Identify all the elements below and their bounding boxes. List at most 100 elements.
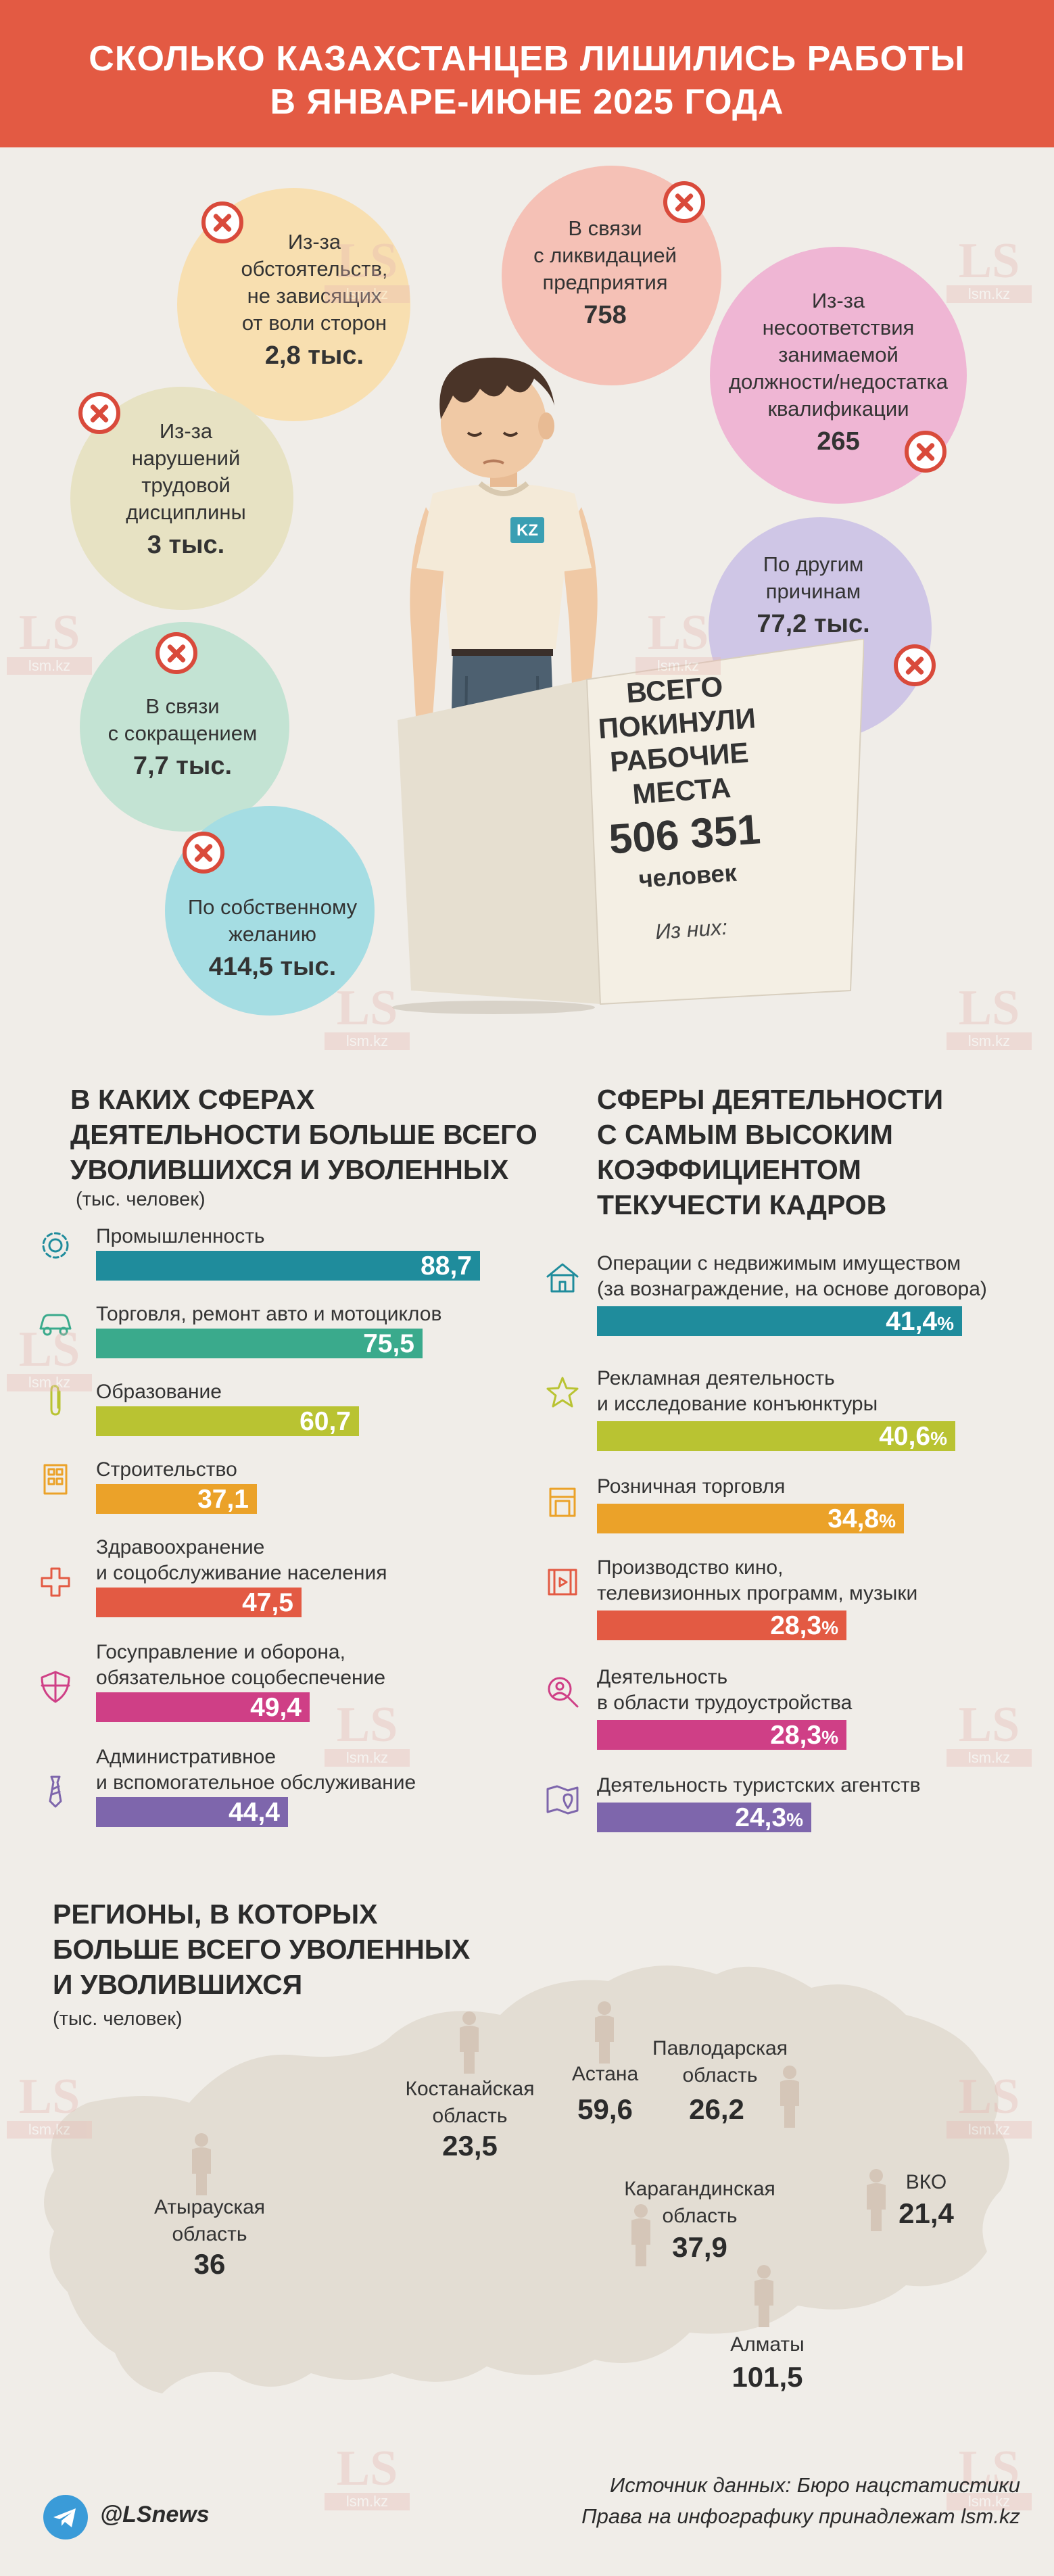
bar-category-label: Промышленность (96, 1225, 265, 1247)
header-banner (0, 0, 1054, 147)
star-icon (541, 1371, 584, 1414)
bar: 40,6% (597, 1421, 955, 1451)
bar-value-label: 37,1 (197, 1485, 249, 1514)
person-icon (595, 2001, 614, 2064)
gear-icon (34, 1224, 77, 1267)
bar-category-label: Розничная торговля (597, 1475, 786, 1498)
bar: 47,5 (96, 1588, 302, 1617)
bar-category-label: Деятельность в области трудоустройства (597, 1666, 853, 1714)
title-line-1: СКОЛЬКО КАЗАХСТАНЦЕВ ЛИШИЛИСЬ РАБОТЫ (89, 39, 965, 78)
telegram-icon[interactable] (43, 2495, 88, 2539)
person-icon (867, 2169, 886, 2231)
person-icon (780, 2066, 799, 2128)
person-icon (192, 2133, 211, 2195)
bar-category-label: Здравоохранение и соцобслуживание населен… (96, 1536, 387, 1584)
region-name-karaganda: Карагандинская область (624, 2178, 775, 2227)
bar-category-label: Торговля, ремонт авто и мотоциклов (96, 1303, 442, 1325)
cancel-icon (183, 832, 224, 874)
region-value-vko: 21,4 (899, 2197, 954, 2229)
bar: 75,5 (96, 1329, 423, 1358)
bar-value-label: 44,4 (229, 1798, 280, 1827)
bar: 44,4 (96, 1797, 288, 1827)
watermark-logo: LS lsm.kz (325, 2443, 410, 2510)
building-icon (34, 1457, 77, 1500)
regions-unit: (тыс. человек) (53, 2008, 183, 2030)
region-name-astana: Астана (571, 2063, 639, 2085)
watermark-logo: LS lsm.kz (325, 236, 410, 303)
bar-category-label: Административное и вспомогательное обслуж… (96, 1746, 416, 1794)
bar-value-label: 40,6% (879, 1422, 947, 1451)
bar-value-label: 28,3% (770, 1611, 838, 1640)
watermark-logo: LS lsm.kz (947, 1700, 1032, 1767)
bar-value-label: 88,7 (421, 1251, 472, 1281)
page-title: СКОЛЬКО КАЗАХСТАНЦЕВ ЛИШИЛИСЬ РАБОТЫ В Я… (0, 37, 1054, 124)
person-icon (460, 2011, 479, 2074)
telegram-handle[interactable]: @LSnews (100, 2502, 210, 2527)
svg-text:KZ: KZ (517, 521, 538, 540)
bar: 34,8% (597, 1504, 904, 1533)
bar-value-label: 60,7 (300, 1407, 351, 1436)
kazakhstan-map (44, 1965, 1009, 2393)
bar: 41,4% (597, 1306, 962, 1336)
car-icon (34, 1302, 77, 1345)
reason-text-reduction: В связи с сокращением 7,7 тыс. (107, 694, 258, 780)
person-icon (631, 2204, 650, 2266)
bar: 24,3% (597, 1803, 811, 1832)
bar-category-label: Производство кино, телевизионных программ… (597, 1556, 918, 1604)
turnover-title: СФЕРЫ ДЕЯТЕЛЬНОСТИ С САМЫМ ВЫСОКИМ КОЭФФИЦ… (597, 1084, 944, 1220)
medical-cross-icon (34, 1560, 77, 1604)
bar: 60,7 (96, 1406, 359, 1436)
bar: 28,3% (597, 1611, 846, 1640)
bar: 37,1 (96, 1484, 257, 1514)
watermark-logo: LS lsm.kz (325, 983, 410, 1050)
watermark-logo: LS lsm.kz (947, 236, 1032, 303)
reason-text-other: По другим причинам 77,2 тыс. (757, 552, 870, 638)
watermark-logo: LS lsm.kz (325, 1700, 410, 1767)
bar-value-label: 75,5 (363, 1329, 414, 1358)
tie-icon (34, 1770, 77, 1813)
sectors-title: В КАКИХ СФЕРАХ ДЕЯТЕЛЬНОСТИ БОЛЬШЕ ВСЕГО У… (70, 1084, 537, 1185)
bar-value-label: 47,5 (242, 1588, 293, 1617)
reason-text-mismatch: Из-за несоответствия занимаемой должности/н… (728, 289, 949, 456)
bar: 28,3% (597, 1720, 846, 1750)
bar-category-label: Операции с недвижимым имуществом (за возн… (597, 1252, 987, 1300)
region-name-vko: ВКО (905, 2171, 947, 2193)
region-value-atyrau: 36 (193, 2248, 226, 2280)
sectors-unit: (тыс. человек) (76, 1189, 206, 1210)
region-value-kostanay: 23,5 (442, 2130, 498, 2162)
bar-category-label: Деятельность туристских агентств (597, 1774, 921, 1796)
sign-board (398, 639, 864, 1005)
bar-value-label: 24,3% (735, 1803, 803, 1832)
house-icon (541, 1256, 584, 1299)
cancel-icon (155, 632, 197, 674)
bar-category-label: Строительство (96, 1458, 237, 1481)
cancel-icon (78, 392, 120, 434)
search-person-icon (541, 1670, 584, 1713)
bar-value-label: 34,8% (828, 1504, 896, 1533)
footer-source: Источник данных: Бюро нацстатистики Прав… (581, 2470, 1020, 2532)
watermark-logo: LS lsm.kz (947, 2072, 1032, 2139)
bar: 88,7 (96, 1251, 480, 1281)
bar-value-label: 41,4% (886, 1307, 954, 1336)
watermark-logo: LS lsm.kz (947, 2443, 1032, 2510)
bar-category-label: Госуправление и оборона, обязательное соц… (96, 1641, 386, 1689)
title-line-2: В ЯНВАРЕ-ИЮНЕ 2025 ГОДА (270, 82, 784, 122)
film-icon (541, 1560, 584, 1604)
region-value-astana: 59,6 (577, 2093, 633, 2125)
watermark-logo: LS lsm.kz (636, 608, 721, 675)
cancel-icon (905, 431, 947, 473)
paperclip-icon (34, 1379, 77, 1423)
region-value-karaganda: 37,9 (672, 2231, 727, 2263)
bar-value-label: 49,4 (250, 1693, 302, 1722)
bar: 49,4 (96, 1692, 310, 1722)
cancel-icon (201, 201, 243, 243)
region-name-atyrau: Атырауская область (153, 2196, 266, 2245)
watermark-logo: LS lsm.kz (947, 983, 1032, 1050)
region-value-pavlodar: 26,2 (689, 2093, 744, 2125)
watermark-logo: LS lsm.kz (7, 1325, 92, 1391)
regions-title: РЕГИОНЫ, В КОТОРЫХ БОЛЬШЕ ВСЕГО УВОЛЕННЫХ… (53, 1899, 471, 2000)
reason-text-voluntary: По собственному желанию 414,5 тыс. (187, 895, 358, 981)
region-name-kostanay: Костанайская область (405, 2078, 535, 2127)
bar-category-label: Образование (96, 1381, 222, 1403)
region-name-almaty: Алматы (730, 2333, 805, 2356)
